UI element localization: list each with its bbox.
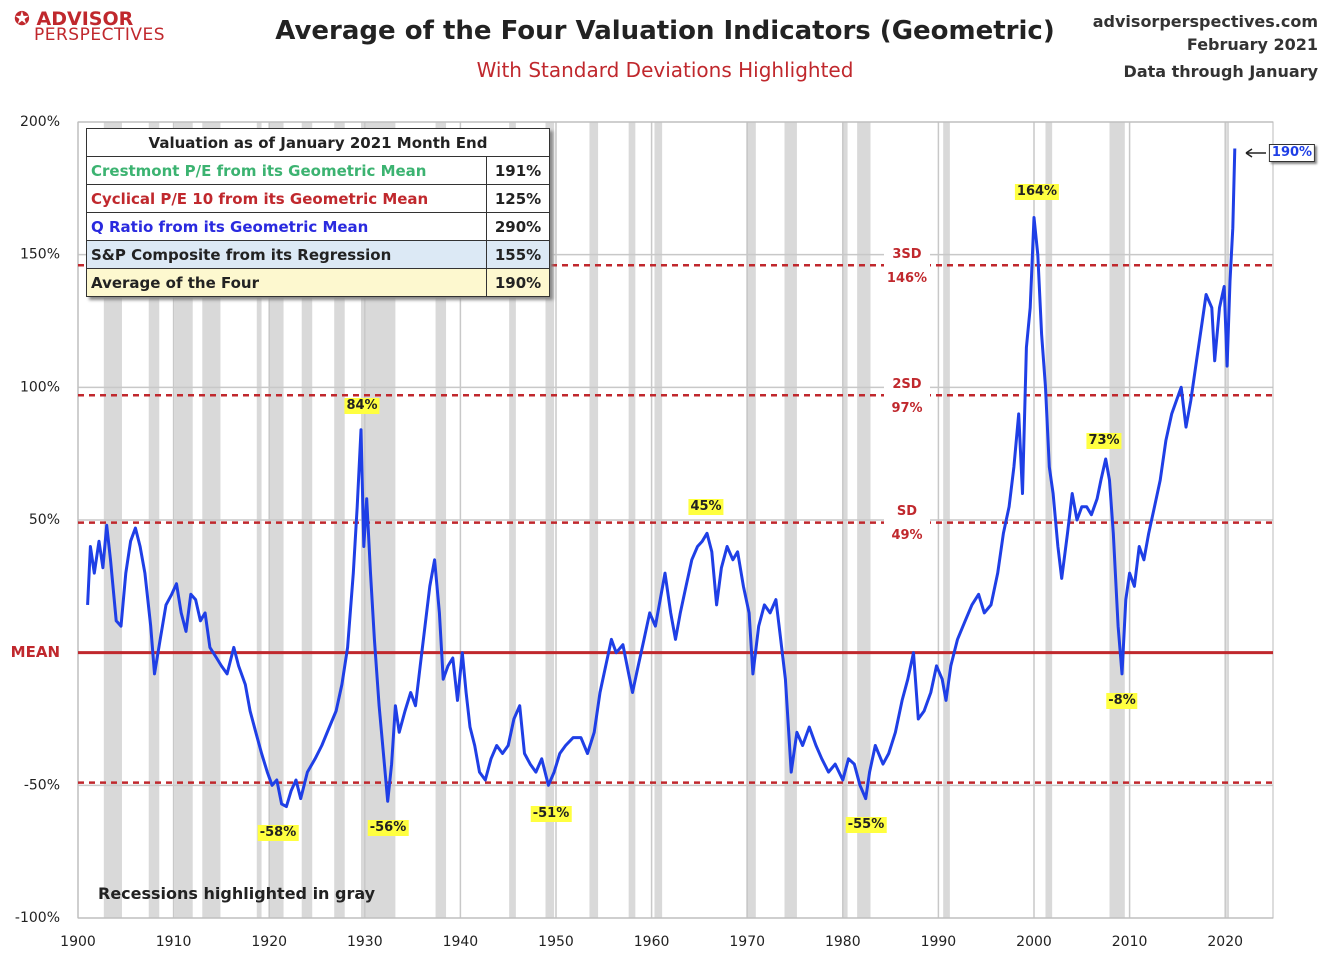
x-tick-label: 1910 bbox=[156, 934, 192, 950]
x-tick-label: 1950 bbox=[538, 934, 574, 950]
row-label: Q Ratio from its Geometric Mean bbox=[86, 212, 487, 241]
annotation: -55% bbox=[845, 817, 887, 833]
annotation: -58% bbox=[257, 825, 299, 841]
row-value: 190% bbox=[486, 268, 550, 297]
logo-text: ADVISOR bbox=[36, 8, 134, 30]
annotation: 73% bbox=[1086, 433, 1122, 449]
y-tick-label: -50% bbox=[24, 777, 60, 793]
source-line: advisorperspectives.com bbox=[1092, 12, 1318, 31]
x-tick-label: 1960 bbox=[634, 934, 670, 950]
logo-bottom: PERSPECTIVES bbox=[34, 25, 166, 45]
table-title: Valuation as of January 2021 Month End bbox=[86, 128, 550, 157]
table-row: Average of the Four 190% bbox=[86, 268, 550, 297]
source: advisorperspectives.com February 2021 Da… bbox=[1093, 8, 1318, 85]
sd-value-label: 146% bbox=[887, 271, 927, 286]
chart-title: Average of the Four Valuation Indicators… bbox=[275, 16, 1055, 46]
y-tick-label: 50% bbox=[29, 512, 60, 528]
annotation: 84% bbox=[344, 398, 380, 414]
row-label: S&P Composite from its Regression bbox=[86, 240, 487, 269]
x-tick-label: 1900 bbox=[60, 934, 96, 950]
table-row: S&P Composite from its Regression 155% bbox=[86, 240, 550, 269]
sd-label-bg bbox=[884, 373, 930, 418]
annotation: 164% bbox=[1014, 184, 1060, 200]
chart-subtitle: With Standard Deviations Highlighted bbox=[476, 58, 854, 82]
row-label: Cyclical P/E 10 from its Geometric Mean bbox=[86, 184, 487, 213]
y-tick-label: 100% bbox=[20, 379, 60, 395]
logo-top: ✪ ADVISOR bbox=[14, 8, 134, 30]
sd-label: 2SD bbox=[892, 377, 921, 392]
annotation: -51% bbox=[530, 806, 572, 822]
plot-frame bbox=[77, 121, 1274, 919]
row-label: Crestmont P/E from its Geometric Mean bbox=[86, 156, 487, 185]
row-value: 125% bbox=[486, 184, 550, 213]
x-tick-label: 1990 bbox=[921, 934, 957, 950]
y-tick-label: -100% bbox=[15, 910, 60, 926]
row-value: 290% bbox=[486, 212, 550, 241]
valuation-table: Valuation as of January 2021 Month End Cr… bbox=[86, 128, 550, 297]
series-line bbox=[86, 148, 1237, 809]
x-tick-label: 1940 bbox=[443, 934, 479, 950]
x-tick-label: 1980 bbox=[825, 934, 861, 950]
source-line: Data through January bbox=[1123, 62, 1318, 81]
note: Recessions highlighted in gray bbox=[98, 884, 376, 903]
x-tick-label: 2010 bbox=[1112, 934, 1148, 950]
y-tick-label: MEAN bbox=[11, 643, 60, 661]
x-tick-label: 2000 bbox=[1016, 934, 1052, 950]
row-value: 155% bbox=[486, 240, 550, 269]
x-tick-label: 2020 bbox=[1207, 934, 1243, 950]
sd-value-label: 49% bbox=[891, 528, 922, 543]
x-tick-label: 1930 bbox=[347, 934, 383, 950]
row-value: 191% bbox=[486, 156, 550, 185]
table-header-row: Valuation as of January 2021 Month End bbox=[86, 128, 550, 157]
sd-label: SD bbox=[897, 504, 917, 519]
callout-arrow bbox=[1245, 148, 1266, 158]
sd-label-bg bbox=[884, 500, 930, 545]
y-tick-label: 200% bbox=[20, 114, 60, 130]
y-tick-label: 150% bbox=[20, 247, 60, 263]
source-line: February 2021 bbox=[1186, 35, 1318, 54]
table-row: Crestmont P/E from its Geometric Mean 191… bbox=[86, 156, 550, 185]
callout: 190% bbox=[1268, 144, 1316, 162]
table-row: Cyclical P/E 10 from its Geometric Mean 1… bbox=[86, 184, 550, 213]
annotation: -56% bbox=[367, 820, 409, 836]
annotation: -8% bbox=[1106, 693, 1138, 709]
sd-value-label: 97% bbox=[891, 401, 922, 416]
sd-label-bg bbox=[884, 243, 930, 288]
x-tick-label: 1970 bbox=[729, 934, 765, 950]
x-tick-label: 1920 bbox=[251, 934, 287, 950]
row-label: Average of the Four bbox=[86, 268, 487, 297]
table-row: Q Ratio from its Geometric Mean 290% bbox=[86, 212, 550, 241]
sd-label: 3SD bbox=[892, 247, 921, 262]
annotation: 45% bbox=[688, 499, 724, 515]
